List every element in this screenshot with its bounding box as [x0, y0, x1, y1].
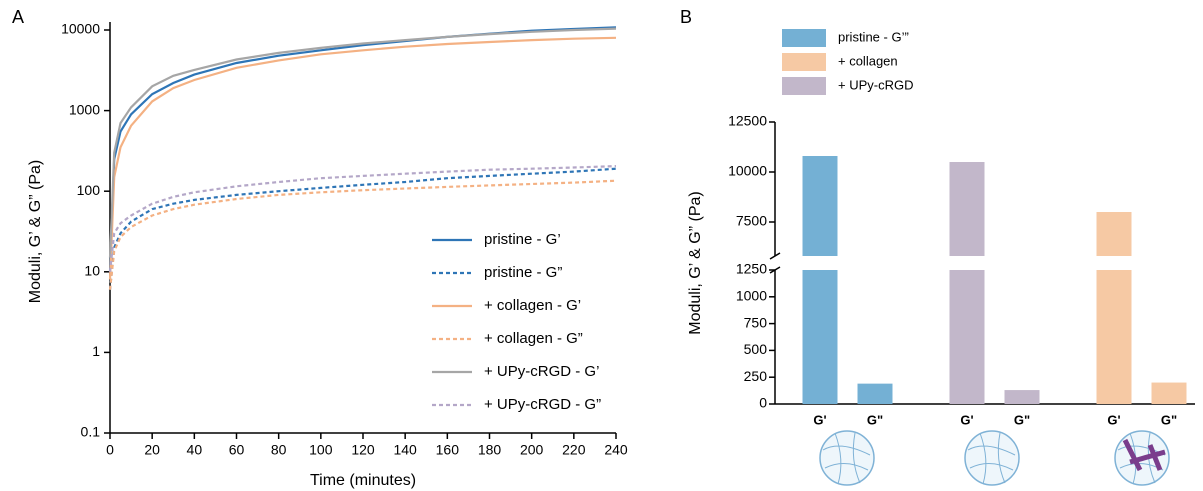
- series-line: [108, 27, 617, 258]
- bar: [1151, 382, 1187, 404]
- x-tick-label: G': [813, 412, 826, 427]
- x-tick-label: 100: [309, 442, 333, 458]
- x-tick-label: G': [960, 412, 973, 427]
- x-tick-label: G': [1107, 412, 1120, 427]
- y-tick-label: 10000: [728, 163, 767, 179]
- y-tick-label: 7500: [736, 213, 767, 229]
- y-tick-label: 0.1: [81, 424, 101, 440]
- legend-swatch: [782, 29, 826, 47]
- y-tick-label: 1000: [736, 288, 767, 304]
- bar: [1004, 390, 1040, 404]
- bar: [949, 270, 985, 404]
- y-tick-label: 100: [77, 182, 101, 198]
- legend-swatch: [782, 77, 826, 95]
- x-tick-label: 160: [436, 442, 460, 458]
- cell-icons: [819, 430, 1170, 486]
- y-tick-label: 12500: [728, 113, 767, 129]
- y-axis-label: Moduli, G’ & G” (Pa): [687, 191, 704, 334]
- series-line: [108, 179, 617, 290]
- x-tick-label: G": [867, 412, 883, 427]
- x-tick-label: 220: [562, 442, 586, 458]
- x-axis-label: Time (minutes): [310, 472, 416, 489]
- bar-upper: [949, 162, 985, 256]
- bar: [1096, 270, 1132, 404]
- x-tick-label: 200: [520, 442, 544, 458]
- x-tick-label: 20: [144, 442, 160, 458]
- series-line: [108, 36, 617, 280]
- y-tick-label: 0: [759, 395, 767, 411]
- x-tick-label: 40: [187, 442, 203, 458]
- legend-label: pristine - G’”: [838, 29, 909, 44]
- y-tick-label: 500: [744, 341, 768, 357]
- legend-label: + UPy-cRGD - G’: [484, 363, 599, 380]
- legend-label: pristine - G’: [484, 231, 561, 248]
- axis-break: [769, 252, 781, 260]
- legend-label: + collagen: [838, 53, 898, 68]
- series-line: [108, 167, 617, 290]
- panel-label: A: [12, 7, 24, 27]
- y-tick-label: 1000: [69, 101, 100, 117]
- x-tick-label: G": [1161, 412, 1177, 427]
- x-tick-label: 140: [393, 442, 417, 458]
- y-tick-label: 10: [84, 263, 100, 279]
- bar-upper: [1096, 212, 1132, 256]
- legend-label: + collagen - G’: [484, 297, 581, 314]
- panel-label: B: [680, 7, 692, 27]
- y-tick-label: 1250: [736, 261, 767, 277]
- legend-label: + UPy-cRGD: [838, 77, 913, 92]
- x-tick-label: G": [1014, 412, 1030, 427]
- legend-label: + collagen - G”: [484, 330, 583, 347]
- x-tick-label: 240: [604, 442, 628, 458]
- legend-label: pristine - G”: [484, 264, 562, 281]
- legend-swatch: [782, 53, 826, 71]
- y-tick-label: 10000: [61, 21, 100, 37]
- x-tick-label: 80: [271, 442, 287, 458]
- series-line: [108, 165, 617, 272]
- legend-label: + UPy-cRGD - G”: [484, 396, 601, 413]
- bar: [857, 383, 893, 404]
- y-axis-label: Moduli, G’ & G” (Pa): [27, 160, 44, 303]
- x-tick-label: 120: [351, 442, 375, 458]
- x-tick-label: 180: [478, 442, 502, 458]
- y-tick-label: 750: [744, 314, 768, 330]
- x-tick-label: 60: [229, 442, 245, 458]
- bar-upper: [802, 156, 838, 256]
- bar: [802, 270, 838, 404]
- x-tick-label: 0: [106, 442, 114, 458]
- y-tick-label: 250: [744, 368, 768, 384]
- y-tick-label: 1: [92, 343, 100, 359]
